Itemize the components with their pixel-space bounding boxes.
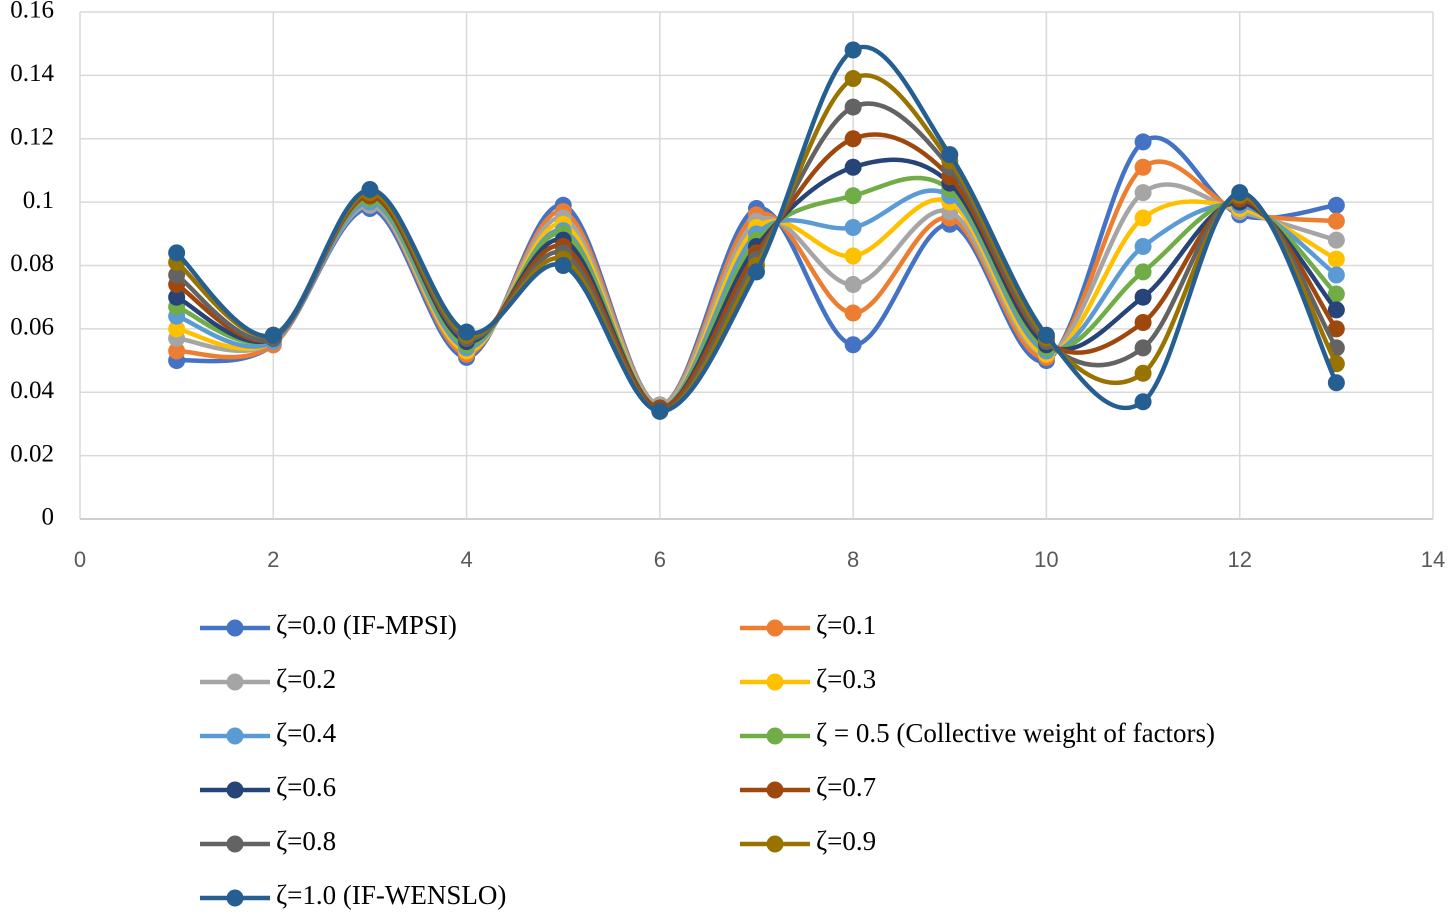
x-tick-label: 10 [1034,547,1058,572]
point [844,218,862,236]
point [748,263,765,281]
point [844,70,862,88]
x-tick-label: 8 [847,547,859,572]
point [1327,231,1345,249]
legend-label: ζ=0.8 [276,826,336,856]
legend-marker [226,727,244,745]
point [1134,393,1152,411]
point [1134,288,1152,306]
legend-marker [766,835,784,853]
legend-label: ζ=0.7 [816,772,876,802]
point [1134,237,1152,255]
point [1327,374,1345,392]
legend-marker [766,619,784,637]
point [1134,263,1152,281]
legend-label: ζ=0.9 [816,826,876,856]
point [168,244,186,262]
point [458,323,476,341]
point [1231,184,1249,202]
legend-item: ζ=1.0 (IF-WENSLO) [200,880,506,910]
point [1134,184,1152,202]
legend-item: ζ=0.7 [740,772,876,802]
legend-item: ζ=0.8 [200,826,336,856]
point [1134,133,1152,151]
point [1327,285,1345,303]
legend-item: ζ = 0.5 (Collective weight of factors) [740,718,1215,748]
legend-marker [226,673,244,691]
x-tick-label: 2 [267,547,279,572]
y-tick-label: 0.14 [10,60,54,87]
point [844,304,862,322]
point [941,146,959,164]
x-tick-label: 4 [460,547,472,572]
legend-label: ζ=0.1 [816,610,876,640]
legend-marker [226,889,244,907]
point [1134,209,1152,227]
point [1134,364,1152,382]
y-tick-label: 0.02 [10,440,54,467]
point [844,247,862,265]
point [1327,212,1345,230]
point [1134,158,1152,176]
legend-marker [226,835,244,853]
point [361,180,379,198]
point [168,320,186,338]
legend-marker [766,673,784,691]
legend-marker [766,781,784,799]
point [1327,320,1345,338]
point [1327,266,1345,284]
point [168,266,186,284]
legend-label: ζ=0.3 [816,664,876,694]
legend-marker [226,781,244,799]
point [1327,301,1345,319]
legend-item: ζ=0.1 [740,610,876,640]
point [844,41,862,59]
point [844,98,862,116]
y-tick-label: 0 [42,504,55,531]
legend-label: ζ=0.6 [276,772,336,802]
point [844,130,862,148]
legend-marker [226,619,244,637]
point [844,276,862,294]
y-tick-label: 0.04 [10,377,54,404]
point [1134,339,1152,357]
point [168,288,186,306]
legend-item: ζ=0.9 [740,826,876,856]
x-tick-label: 6 [654,547,666,572]
point [264,326,282,344]
legend-label: ζ=1.0 (IF-WENSLO) [276,880,506,910]
x-tick-label: 12 [1227,547,1251,572]
y-tick-label: 0.06 [10,314,54,341]
legend-label: ζ=0.2 [276,664,336,694]
point [844,158,862,176]
x-tick-label: 0 [74,547,86,572]
series-line [176,182,1337,408]
legend-item: ζ=0.2 [200,664,336,694]
legend-marker [766,727,784,745]
y-tick-label: 0.08 [10,250,54,277]
point [1327,196,1345,214]
y-tick-label: 0.12 [10,123,54,150]
y-tick-label: 0.16 [10,0,54,24]
legend-label: ζ=0.4 [276,718,337,748]
point [168,342,186,360]
y-tick-label: 0.1 [23,187,54,214]
legend-label: ζ=0.0 (IF-MPSI) [276,610,457,640]
legend-item: ζ=0.3 [740,664,876,694]
legend-item: ζ=0.0 (IF-MPSI) [200,610,457,640]
point [844,336,862,354]
x-tick-label: 14 [1421,547,1445,572]
legend-label: ζ = 0.5 (Collective weight of factors) [816,718,1215,748]
point [844,187,862,205]
point [651,402,669,420]
point [554,257,572,274]
point [1134,314,1152,332]
point [1327,250,1345,268]
point [1037,326,1055,344]
legend-item: ζ=0.6 [200,772,336,802]
legend-item: ζ=0.4 [200,718,337,748]
